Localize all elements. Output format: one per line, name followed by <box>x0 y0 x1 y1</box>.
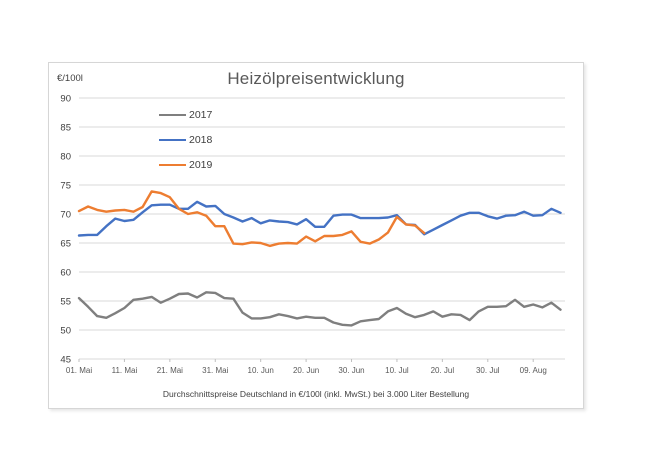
y-tick-label: 90 <box>60 94 71 105</box>
legend-label: 2018 <box>189 134 213 146</box>
series-line-2017 <box>77 291 562 327</box>
x-tick-label: 09. Aug <box>520 366 547 375</box>
y-tick-label: 65 <box>60 239 71 250</box>
y-tick-label: 50 <box>60 326 71 337</box>
legend-line-swatch <box>159 113 186 117</box>
x-tick-label: 31. Mai <box>202 366 228 375</box>
y-tick-label: 60 <box>60 268 71 279</box>
chart-caption: Durchschnittspreise Deutschland in €/100… <box>162 389 470 399</box>
x-tick-label: 30. Jun <box>338 366 364 375</box>
legend-item-2017: 2017 <box>159 109 212 121</box>
chart-title: Heizölpreisentwicklung <box>227 69 405 88</box>
x-tick-label: 20. Jun <box>293 366 319 375</box>
x-tick-label: 21. Mai <box>157 366 183 375</box>
x-tick-label: 10. Jun <box>248 366 274 375</box>
x-tick-label: 30. Jul <box>476 366 500 375</box>
series-line-2018 <box>77 200 562 237</box>
x-tick-label: 10. Jul <box>385 366 409 375</box>
chart-container: Heizölpreisentwicklung €/100l 45 50 55 60 65… <box>48 62 584 409</box>
legend-label: 2019 <box>189 159 213 171</box>
series-line-2019 <box>77 190 426 248</box>
y-axis-unit-label: €/100l <box>57 73 83 84</box>
legend-label: 2017 <box>189 109 213 121</box>
plot-area: 45 50 55 60 65 70 75 80 85 90 01. Mai 11. Mai 21. Ma… <box>60 94 565 375</box>
legend: 2017 2018 2019 <box>159 109 212 184</box>
x-tick-label: 20. Jul <box>431 366 455 375</box>
y-tick-label: 70 <box>60 210 71 221</box>
y-tick-label: 75 <box>60 181 71 192</box>
legend-line-swatch <box>159 138 186 142</box>
x-tick-label: 01. Mai <box>66 366 92 375</box>
y-tick-label: 45 <box>60 355 71 366</box>
legend-item-2018: 2018 <box>159 134 212 146</box>
legend-item-2019: 2019 <box>159 159 212 171</box>
legend-line-swatch <box>159 163 186 167</box>
y-tick-label: 85 <box>60 123 71 134</box>
y-tick-label: 55 <box>60 297 71 308</box>
y-tick-label: 80 <box>60 152 71 163</box>
x-tick-label: 11. Mai <box>112 366 138 375</box>
